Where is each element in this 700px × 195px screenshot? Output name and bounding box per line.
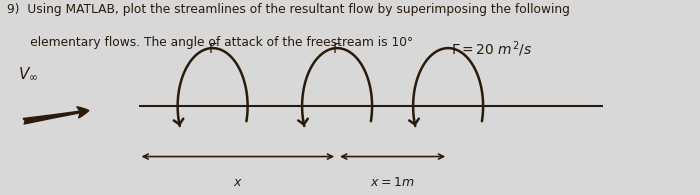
Text: $\Gamma$: $\Gamma$ bbox=[208, 42, 218, 56]
Text: 9)  Using MATLAB, plot the streamlines of the resultant flow by superimposing th: 9) Using MATLAB, plot the streamlines of… bbox=[8, 3, 570, 16]
Text: $x$: $x$ bbox=[233, 176, 243, 189]
Text: $V_{\infty}$: $V_{\infty}$ bbox=[18, 66, 38, 82]
Text: $\Gamma = 20\ m^2/s$: $\Gamma = 20\ m^2/s$ bbox=[452, 39, 533, 59]
Text: $\Gamma$: $\Gamma$ bbox=[332, 42, 342, 56]
Text: $x = 1m$: $x = 1m$ bbox=[370, 176, 415, 189]
Text: elementary flows. The angle of attack of the freestream is 10°: elementary flows. The angle of attack of… bbox=[8, 35, 414, 49]
